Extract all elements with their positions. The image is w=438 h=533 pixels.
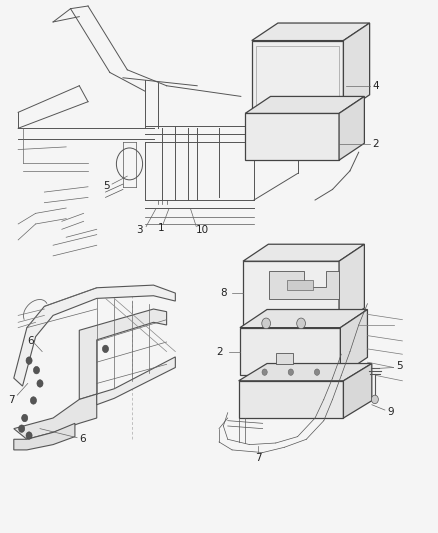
- Polygon shape: [239, 381, 343, 418]
- Polygon shape: [14, 423, 75, 450]
- Circle shape: [314, 369, 320, 375]
- Polygon shape: [240, 310, 367, 328]
- Polygon shape: [239, 364, 372, 381]
- Text: 2: 2: [372, 139, 378, 149]
- Text: 6: 6: [79, 434, 86, 445]
- Circle shape: [297, 318, 305, 329]
- Polygon shape: [287, 280, 313, 290]
- Polygon shape: [252, 23, 370, 41]
- Text: 5: 5: [103, 181, 110, 191]
- Polygon shape: [269, 271, 339, 300]
- Text: 8: 8: [220, 288, 226, 298]
- Polygon shape: [14, 285, 175, 386]
- Polygon shape: [245, 114, 339, 160]
- Polygon shape: [278, 329, 295, 338]
- Polygon shape: [339, 96, 364, 160]
- Text: 5: 5: [396, 361, 403, 372]
- Polygon shape: [243, 261, 339, 325]
- Text: 6: 6: [27, 336, 34, 346]
- Text: 10: 10: [196, 225, 209, 235]
- Circle shape: [102, 345, 109, 353]
- Circle shape: [37, 379, 43, 387]
- Circle shape: [21, 414, 28, 422]
- Circle shape: [30, 397, 36, 404]
- Text: 1: 1: [158, 223, 165, 233]
- Polygon shape: [245, 96, 364, 114]
- Polygon shape: [339, 244, 364, 325]
- Text: 7: 7: [255, 453, 261, 463]
- Text: 3: 3: [136, 225, 143, 235]
- Circle shape: [262, 369, 267, 375]
- Polygon shape: [14, 394, 97, 439]
- Circle shape: [371, 395, 378, 403]
- Circle shape: [33, 367, 39, 374]
- Polygon shape: [240, 328, 340, 375]
- Circle shape: [26, 432, 32, 439]
- Polygon shape: [343, 364, 372, 418]
- Circle shape: [262, 318, 271, 329]
- Polygon shape: [252, 41, 343, 112]
- Text: 2: 2: [217, 346, 223, 357]
- Circle shape: [288, 369, 293, 375]
- Polygon shape: [243, 244, 364, 261]
- Polygon shape: [343, 23, 370, 112]
- Polygon shape: [97, 357, 175, 405]
- Text: 4: 4: [372, 81, 378, 91]
- Polygon shape: [79, 309, 166, 399]
- Polygon shape: [340, 310, 367, 375]
- Text: 9: 9: [387, 407, 394, 417]
- Text: 7: 7: [8, 395, 15, 406]
- Circle shape: [26, 357, 32, 365]
- Polygon shape: [276, 353, 293, 364]
- Circle shape: [18, 425, 25, 432]
